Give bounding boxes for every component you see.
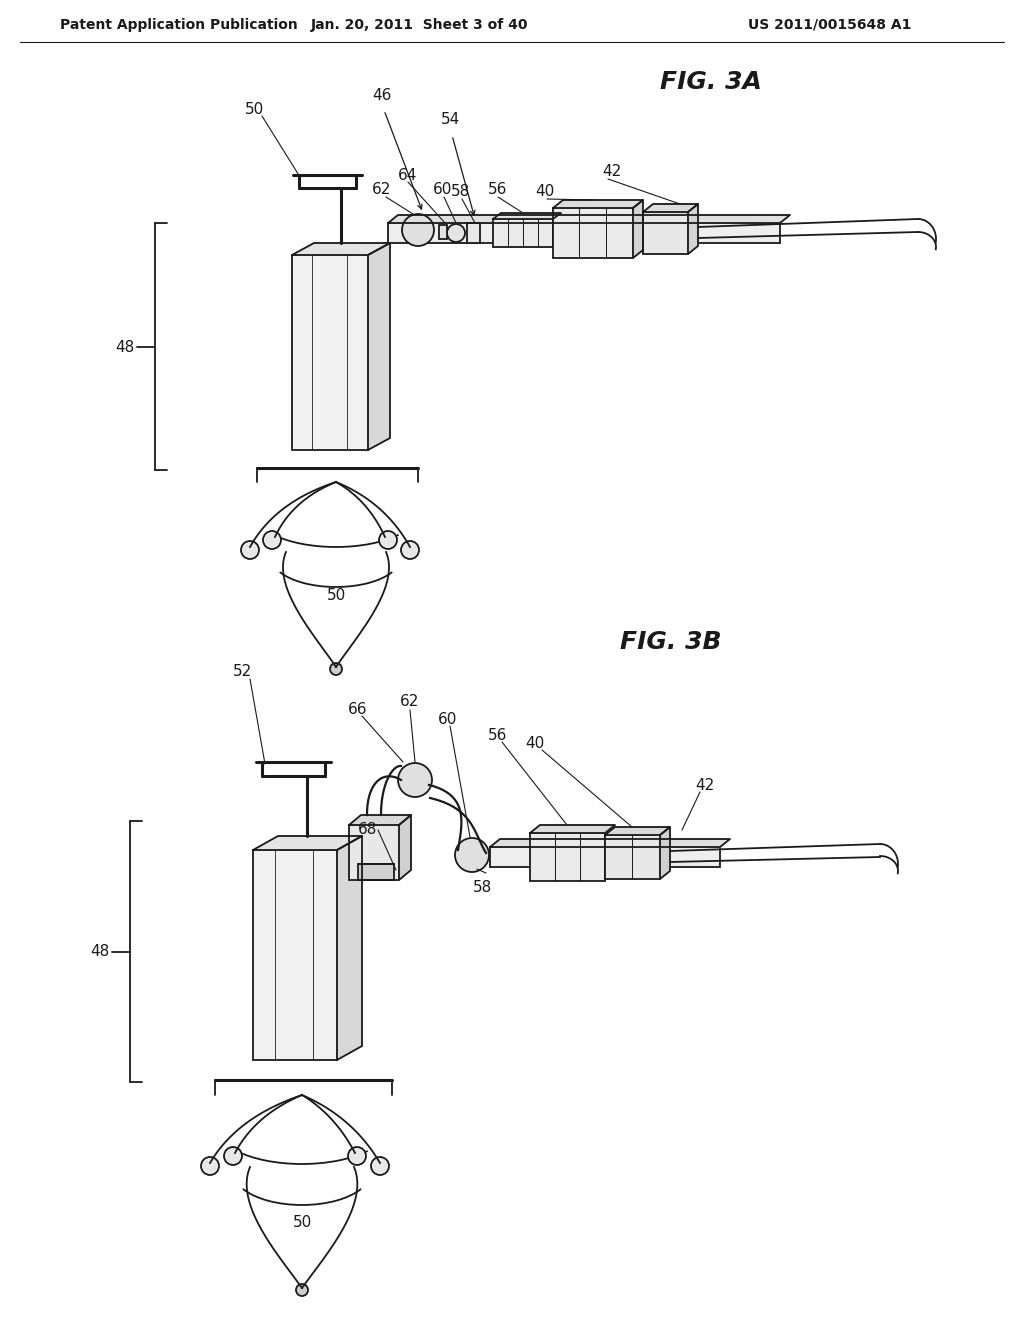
Circle shape [455,838,489,873]
Bar [358,865,394,880]
Circle shape [296,1284,308,1296]
Circle shape [398,763,432,797]
Polygon shape [490,840,730,847]
Circle shape [401,541,419,558]
Circle shape [371,1158,389,1175]
Text: 40: 40 [536,185,555,199]
Bar [553,209,633,257]
Text: 48: 48 [116,339,134,355]
Bar [467,223,480,243]
Text: Jan. 20, 2011  Sheet 3 of 40: Jan. 20, 2011 Sheet 3 of 40 [311,18,528,32]
Polygon shape [399,814,411,880]
Text: 50: 50 [293,1214,311,1230]
Polygon shape [605,828,670,836]
Polygon shape [493,213,561,219]
Text: 58: 58 [473,880,493,895]
Polygon shape [660,828,670,879]
Text: Patent Application Publication: Patent Application Publication [60,18,298,32]
Text: 50: 50 [246,103,264,117]
Bar [253,850,337,1060]
Bar [643,213,688,253]
Bar [530,833,605,880]
Circle shape [348,1147,366,1166]
Text: 60: 60 [433,182,453,198]
Bar [439,224,447,239]
Text: 56: 56 [488,182,508,198]
Text: 54: 54 [440,112,460,128]
Text: 66: 66 [348,702,368,718]
Bar [605,836,660,879]
Text: 60: 60 [438,713,458,727]
Text: 68: 68 [358,822,378,837]
Circle shape [447,224,465,242]
Text: 40: 40 [525,735,545,751]
Text: 64: 64 [398,168,418,182]
Text: 48: 48 [90,945,110,960]
Bar [388,223,780,243]
Bar [490,847,720,867]
Polygon shape [337,836,362,1060]
Text: US 2011/0015648 A1: US 2011/0015648 A1 [749,18,911,32]
Circle shape [402,214,434,246]
Polygon shape [688,205,698,253]
Text: 46: 46 [373,87,392,103]
Polygon shape [643,205,698,213]
Text: 42: 42 [695,777,715,792]
Polygon shape [633,201,643,257]
Circle shape [330,663,342,675]
Text: 42: 42 [602,165,622,180]
Polygon shape [349,814,411,825]
Polygon shape [368,243,390,450]
Text: 58: 58 [451,185,470,199]
Bar [493,219,553,247]
Polygon shape [530,825,615,833]
Text: 62: 62 [400,694,420,710]
Circle shape [379,531,397,549]
Polygon shape [292,243,390,255]
Text: FIG. 3A: FIG. 3A [660,70,762,94]
Polygon shape [388,215,790,223]
Circle shape [201,1158,219,1175]
Bar [292,255,368,450]
Text: FIG. 3B: FIG. 3B [620,630,722,653]
Circle shape [224,1147,242,1166]
Circle shape [263,531,281,549]
Polygon shape [553,201,643,209]
Circle shape [241,541,259,558]
Text: 50: 50 [327,587,346,603]
Bar [349,825,399,880]
Text: 62: 62 [373,182,392,198]
Polygon shape [253,836,362,850]
Text: 52: 52 [233,664,253,680]
Text: 56: 56 [488,727,508,742]
